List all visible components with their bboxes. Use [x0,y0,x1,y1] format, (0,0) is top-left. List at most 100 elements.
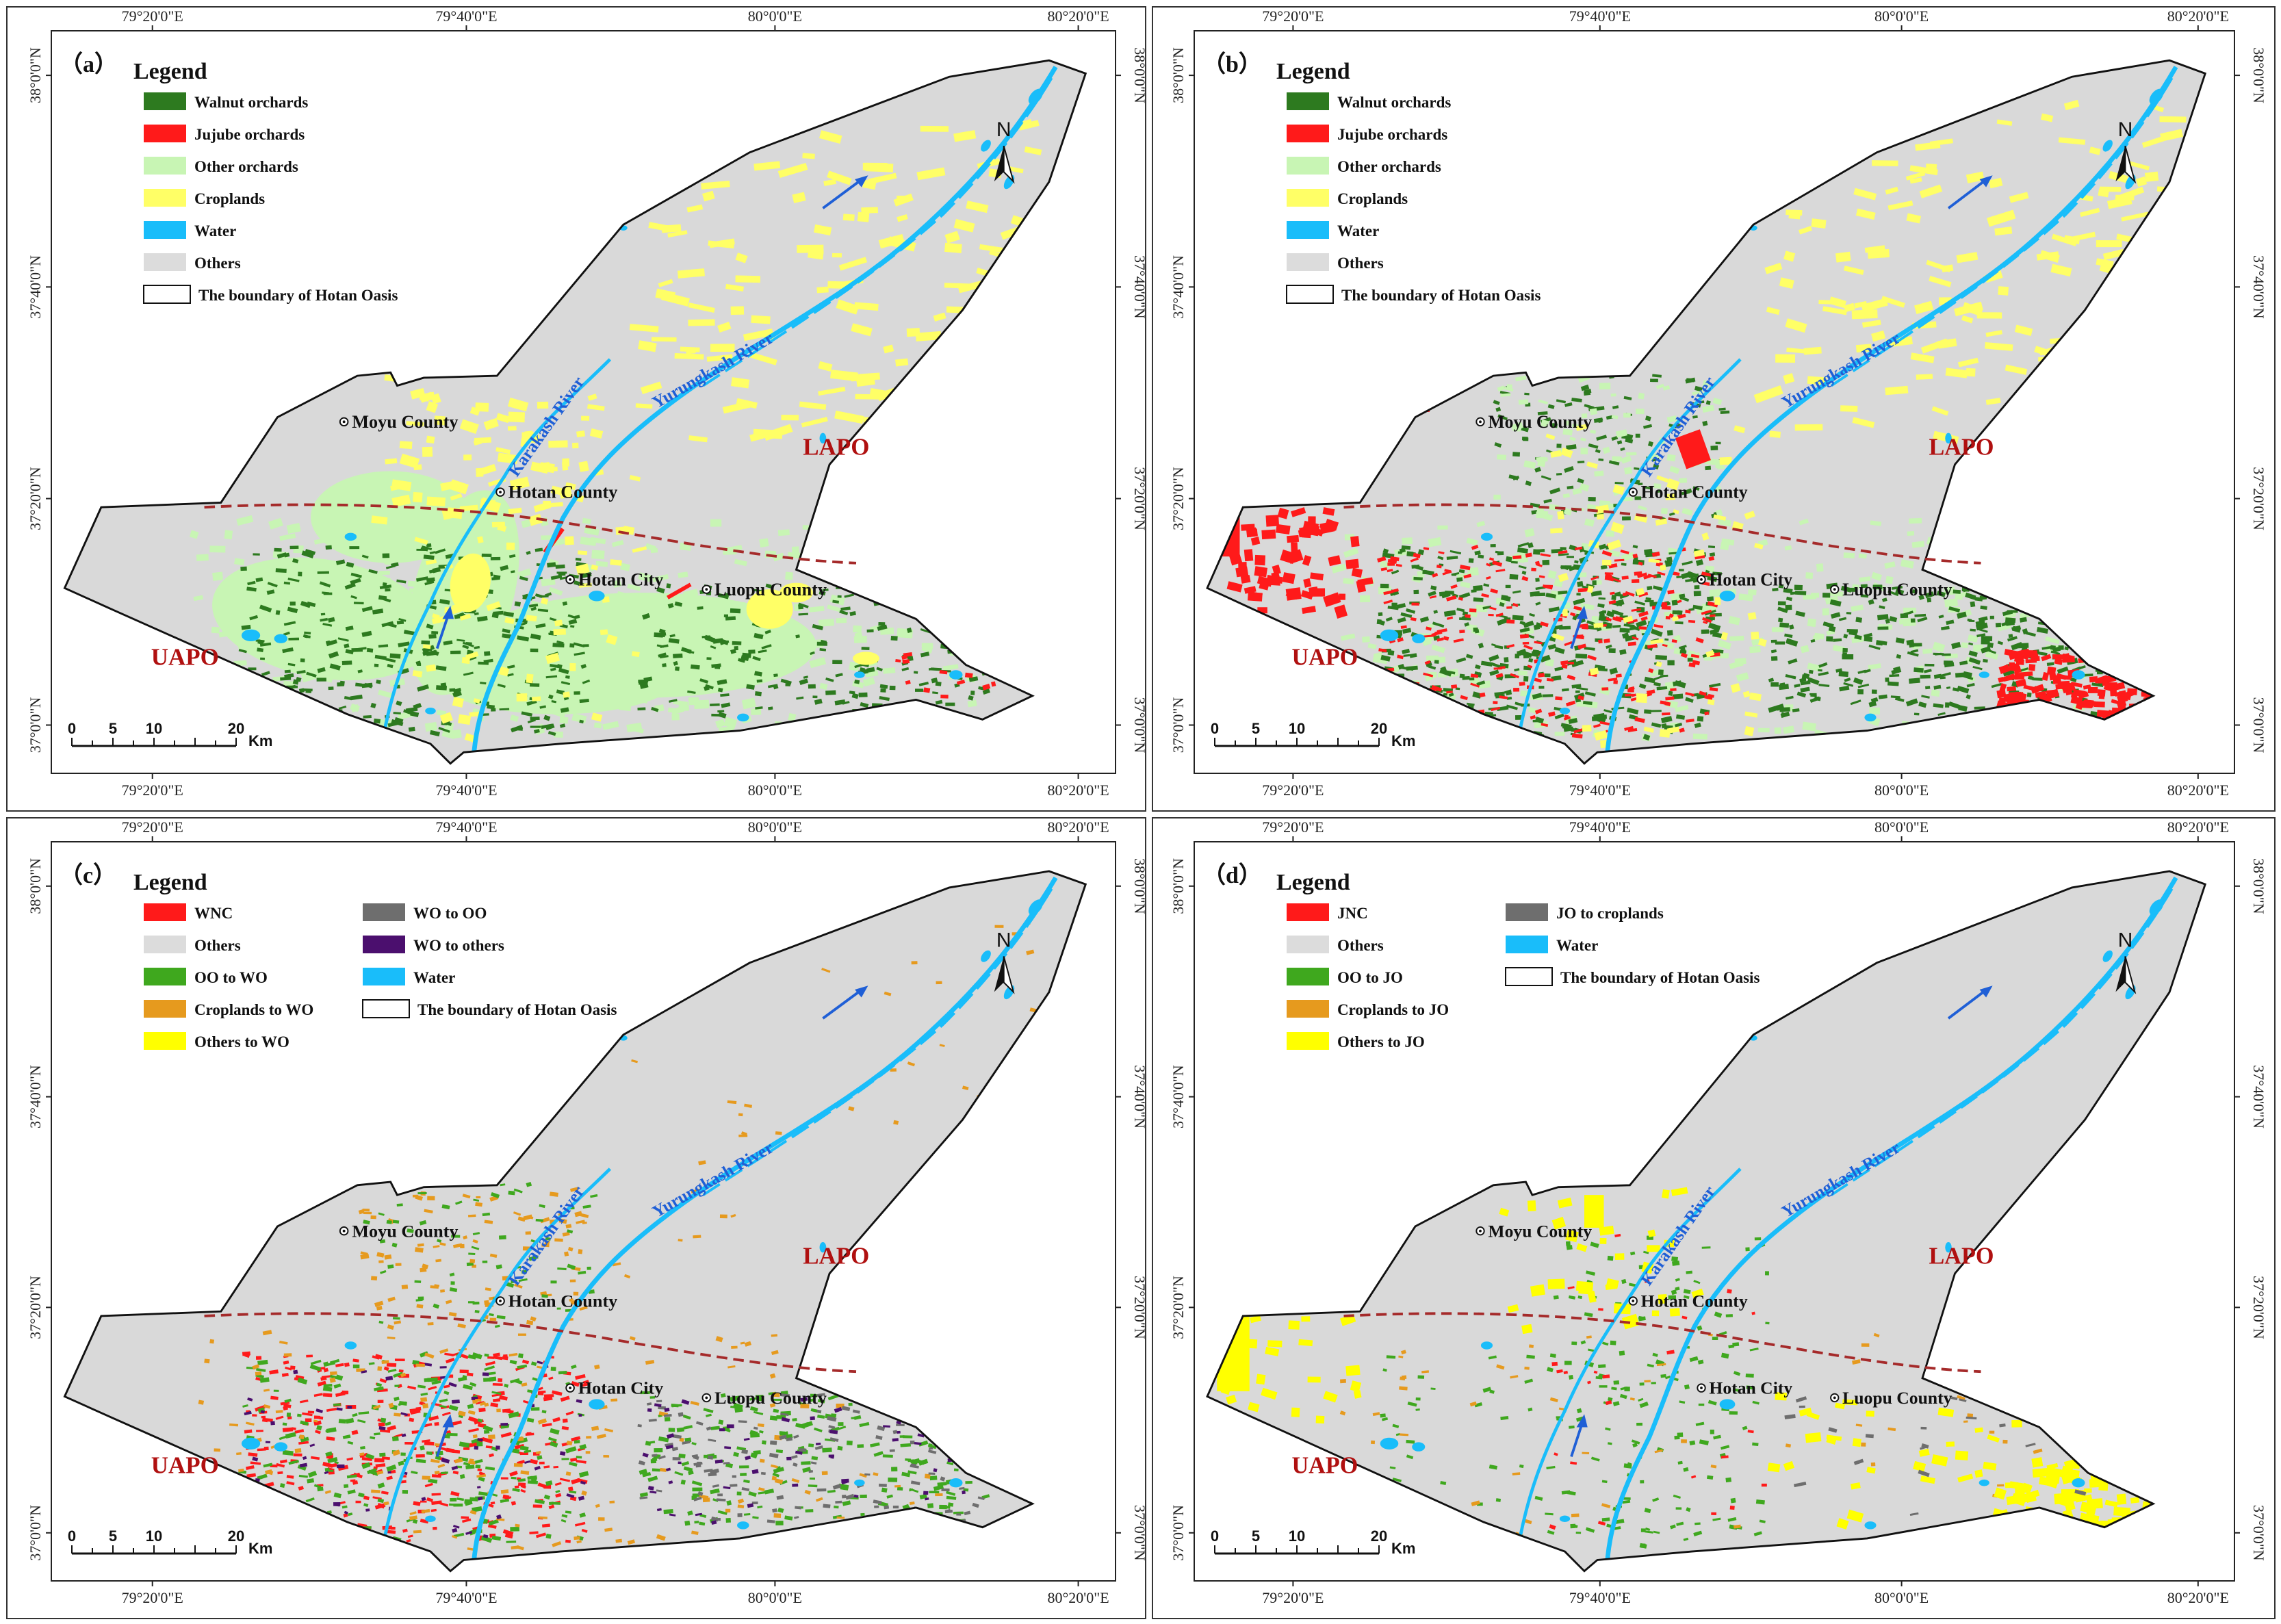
right-tick-label: 38°0'0"N [1131,858,1148,914]
bottom-tick-label: 79°20'0"E [1262,1589,1324,1606]
lapo-label: LAPO [803,434,869,461]
top-tick-label: 80°20'0"E [1047,819,1109,836]
luopu-county-label: Luopu County [1842,1388,1952,1408]
top-tick-label: 80°0'0"E [1874,819,1929,836]
legend-swatch [1287,1000,1329,1018]
bottom-tick-label: 80°0'0"E [1874,782,1929,799]
left-tick-label: 38°0'0"N [27,47,44,103]
legend-swatch [1506,903,1548,921]
legend: Legend Walnut orchards Jujube orchards Othe… [1276,59,1541,304]
legend-item-label: Water [1556,937,1598,954]
legend-item-label: OO to JO [1337,969,1403,986]
north-arrow-icon [2115,146,2126,182]
bottom-tick-label: 79°40'0"E [435,1589,497,1606]
left-tick-label: 37°0'0"N [1170,1505,1187,1561]
top-tick-label: 79°40'0"E [1569,819,1631,836]
legend-swatch [144,221,186,239]
land-cover [198,876,1058,1565]
hotan-city-label: Hotan City [1709,569,1792,589]
legend-swatch [1287,221,1329,239]
legend-item-label: Croplands [1337,190,1408,207]
north-arrow-icon [994,146,1004,182]
scale-tick-label: 20 [1371,1528,1387,1545]
bottom-tick-label: 79°40'0"E [435,782,497,799]
north-arrow-icon [2115,956,2126,992]
oasis-boundary [63,870,1087,1573]
legend-item-label: Water [1337,222,1379,240]
right-tick-label: 37°0'0"N [1131,697,1148,753]
right-tick-label: 38°0'0"N [2250,47,2267,103]
moyu-county-label: Moyu County [1488,1221,1592,1241]
legend-swatch [362,999,410,1018]
scale-tick-label: 5 [109,720,117,737]
right-tick-label: 38°0'0"N [2250,858,2267,914]
legend-swatch [363,968,405,985]
legend-swatch [363,903,405,921]
legend-item-label: Others [1337,937,1384,954]
scale-unit-label: Km [248,1540,272,1557]
left-tick-label: 38°0'0"N [1170,858,1187,914]
legend-item-label: Croplands to WO [194,1001,313,1018]
legend-item-label: WO to others [413,937,504,954]
legend-item-label: Other orchards [1337,158,1441,175]
left-tick-label: 37°0'0"N [27,1505,44,1561]
left-tick-label: 37°20'0"N [27,467,44,530]
oasis-area [1207,871,2206,1571]
oasis-map: Moyu County Hotan County Hotan City Luopu C… [1206,870,2207,1573]
legend-item-label: OO to WO [194,969,268,986]
panel-label: （a） [60,51,118,77]
scale-tick-label: 10 [146,1528,162,1545]
top-tick-label: 80°0'0"E [1874,8,1929,25]
luopu-county-label: Luopu County [714,1388,827,1408]
legend-item-label: The boundary of Hotan Oasis [198,287,398,304]
legend: Legend Walnut orchards Jujube orchards Othe… [133,59,398,304]
right-tick-label: 37°0'0"N [2250,1505,2267,1561]
uapo-label: UAPO [151,644,219,671]
moyu-county-label: Moyu County [1488,412,1592,432]
bottom-tick-label: 80°0'0"E [748,782,802,799]
map-panel-d: 79°20'0"E 79°20'0"E 79°40'0"E 79°40'0"E 80°0… [1152,817,2276,1619]
north-arrow-icon [994,956,1004,992]
flow-arrow [822,988,864,1020]
scale-tick-label: 10 [1289,720,1305,737]
hotan-city-label: Hotan City [578,1378,664,1398]
oasis-area [64,871,1086,1571]
hotan-city-label: Hotan City [578,570,664,590]
legend-swatch [1286,285,1334,304]
legend-swatch [1287,157,1329,175]
bottom-tick-label: 80°0'0"E [1874,1589,1929,1606]
top-tick-label: 79°20'0"E [1262,8,1324,25]
legend-swatch [1287,189,1329,207]
left-tick-label: 38°0'0"N [1170,47,1187,103]
bottom-tick-label: 79°20'0"E [1262,782,1324,799]
scale-unit-label: Km [1391,732,1415,749]
legend-item-label: Others to JO [1337,1033,1425,1051]
panel-label: （c） [60,862,116,888]
scale-tick-label: 0 [1211,720,1219,737]
hotan-county-label: Hotan County [1641,482,1748,502]
oasis-map: Moyu County Hotan County Hotan City Luopu C… [63,59,1087,765]
legend-swatch [1287,92,1329,110]
legend-item-label: Other orchards [194,158,298,175]
right-tick-label: 37°20'0"N [2250,1276,2267,1339]
uapo-label: UAPO [151,1452,219,1479]
scale-tick-label: 20 [1371,720,1387,737]
uapo-label: UAPO [1292,644,1358,670]
lapo-label: LAPO [803,1243,869,1269]
map-panel-a: 79°20'0"E 79°20'0"E 79°40'0"E 79°40'0"E 80°0… [6,6,1148,812]
right-tick-label: 37°40'0"N [1131,255,1148,319]
oasis-boundary [63,59,1087,765]
top-tick-label: 80°20'0"E [2167,819,2229,836]
left-tick-label: 38°0'0"N [27,858,44,914]
top-tick-label: 79°20'0"E [1262,819,1324,836]
scale-tick-label: 0 [68,1528,76,1545]
flow-arrow [1947,177,1989,209]
panel-label: （d） [1202,862,1262,888]
legend-item-label: The boundary of Hotan Oasis [417,1001,617,1018]
right-tick-label: 37°40'0"N [1131,1065,1148,1129]
legend-title: Legend [133,59,207,84]
right-tick-label: 37°20'0"N [1131,1276,1148,1339]
top-tick-label: 80°20'0"E [1047,8,1109,25]
land-cover [189,66,1058,758]
